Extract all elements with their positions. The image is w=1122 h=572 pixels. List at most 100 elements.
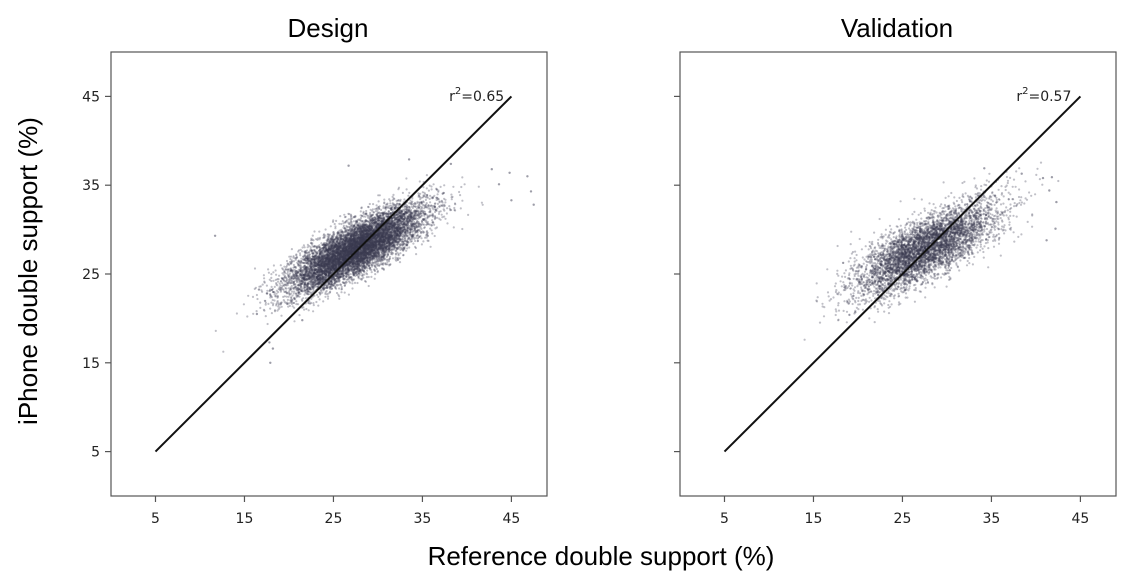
design-point: [329, 280, 332, 283]
design-point: [318, 265, 321, 268]
design-point: [345, 278, 348, 281]
design-point: [399, 227, 402, 231]
design-point: [361, 225, 364, 229]
design-point: [432, 183, 435, 186]
design-point: [428, 197, 431, 200]
design-point: [321, 257, 325, 260]
design-point: [411, 220, 414, 223]
design-point: [388, 198, 391, 201]
design-point: [291, 305, 294, 308]
design-point: [331, 256, 334, 259]
design-point: [390, 238, 394, 241]
design-point: [433, 234, 436, 238]
design-point: [382, 226, 385, 229]
design-panel-title: Design: [288, 13, 369, 43]
design-point: [288, 278, 291, 281]
design-point: [430, 188, 433, 191]
design-point: [294, 286, 297, 289]
design-point: [443, 209, 446, 212]
y-axis-label: iPhone double support (%): [13, 117, 43, 425]
design-point: [265, 284, 268, 287]
design-point: [324, 295, 327, 298]
design-point: [387, 228, 390, 231]
design-point: [424, 198, 427, 201]
design-point: [406, 216, 409, 219]
design-point: [387, 232, 390, 235]
design-point: [288, 255, 291, 258]
design-point: [284, 290, 287, 294]
design-point: [353, 240, 356, 243]
design-point: [387, 254, 390, 257]
design-point: [276, 309, 279, 312]
design-point: [242, 303, 245, 306]
design-point: [443, 197, 446, 200]
design-point: [318, 282, 321, 285]
design-point: [295, 303, 298, 306]
design-point: [332, 219, 335, 222]
design-point: [353, 248, 356, 251]
design-point: [355, 253, 358, 256]
design-point: [426, 239, 429, 242]
design-point: [413, 224, 416, 228]
design-point: [329, 250, 332, 253]
design-point: [246, 315, 249, 318]
design-point: [279, 264, 282, 267]
design-point: [275, 292, 278, 295]
design-point: [273, 285, 276, 288]
design-point: [343, 284, 346, 287]
design-point: [276, 280, 280, 283]
design-point: [429, 201, 432, 204]
design-point: [272, 279, 275, 282]
design-point: [374, 273, 377, 276]
design-point: [372, 203, 375, 206]
design-point: [318, 230, 321, 233]
design-point: [283, 265, 286, 268]
design-point: [429, 194, 432, 197]
design-point: [355, 246, 358, 249]
design-point: [377, 234, 380, 237]
design-point: [370, 241, 373, 244]
design-point: [253, 267, 257, 270]
design-point: [432, 196, 435, 199]
design-point: [298, 314, 301, 317]
design-point: [313, 268, 316, 271]
design-point: [279, 284, 282, 287]
design-point: [393, 246, 396, 249]
design-point: [359, 210, 362, 213]
design-point: [280, 314, 283, 317]
design-point: [383, 240, 386, 243]
design-point: [335, 265, 338, 268]
design-point: [292, 292, 295, 295]
design-point: [320, 264, 323, 267]
design-point: [368, 227, 371, 230]
design-point: [370, 214, 373, 217]
design-point: [340, 273, 343, 276]
design-point: [214, 329, 217, 332]
design-point: [272, 264, 275, 267]
design-point: [362, 235, 366, 238]
design-point: [452, 185, 455, 188]
design-point: [348, 263, 351, 266]
design-point: [339, 236, 342, 239]
design-point: [435, 226, 438, 229]
design-point: [259, 306, 262, 309]
design-point: [338, 297, 341, 300]
design-point: [355, 244, 358, 247]
design-point: [461, 199, 464, 202]
design-point: [342, 244, 345, 247]
design-point: [366, 269, 369, 272]
design-point: [423, 191, 426, 194]
design-point: [383, 241, 386, 244]
design-point: [317, 295, 320, 298]
design-point: [222, 350, 225, 353]
design-point: [364, 215, 367, 218]
design-point: [334, 227, 337, 230]
design-point: [480, 201, 483, 204]
design-point: [247, 294, 250, 297]
design-point: [355, 257, 358, 261]
design-point: [385, 248, 388, 251]
design-point: [322, 300, 325, 303]
design-point: [262, 274, 265, 277]
design-point: [349, 242, 352, 245]
design-point: [375, 239, 378, 242]
